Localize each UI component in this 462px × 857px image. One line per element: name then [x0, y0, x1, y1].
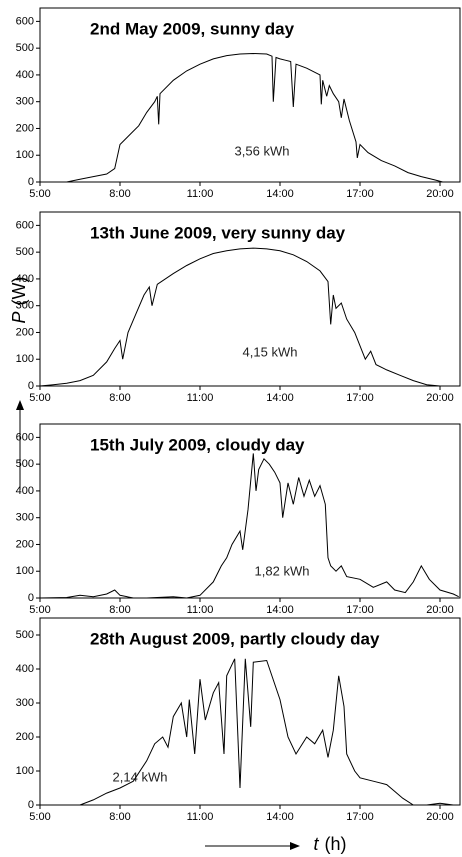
- x-tick-label: 5:00: [29, 392, 50, 404]
- plot-frame: [39, 423, 461, 599]
- y-axis-label: P (W): [9, 277, 29, 324]
- y-tick-label: 0: [28, 592, 34, 604]
- power-line: [79, 658, 454, 806]
- y-arrow-head: [16, 400, 24, 410]
- chart-title: 2nd May 2009, sunny day: [90, 19, 295, 38]
- y-tick-label: 100: [16, 565, 34, 577]
- plot-frame: [39, 211, 461, 387]
- annotation: 2,14 kWh: [113, 769, 168, 784]
- y-tick-label: 400: [16, 273, 34, 285]
- x-tick-label: 5:00: [29, 811, 50, 823]
- power-line: [39, 453, 459, 599]
- x-axis-label: t (h): [313, 834, 346, 854]
- chart-title: 28th August 2009, partly cloudy day: [90, 629, 380, 648]
- y-tick-label: 0: [28, 380, 34, 392]
- y-tick-label: 400: [16, 663, 34, 675]
- x-tick-label: 17:00: [346, 604, 374, 616]
- chart-title: 13th June 2009, very sunny day: [90, 223, 346, 242]
- x-arrow-head: [290, 842, 300, 850]
- y-tick-label: 600: [16, 431, 34, 443]
- annotation: 3,56 kWh: [235, 143, 290, 158]
- y-tick-label: 100: [16, 149, 34, 161]
- x-tick-label: 8:00: [109, 604, 130, 616]
- x-tick-label: 17:00: [346, 188, 374, 200]
- y-tick-label: 300: [16, 96, 34, 108]
- y-tick-label: 400: [16, 485, 34, 497]
- x-tick-label: 20:00: [426, 392, 454, 404]
- y-tick-label: 200: [16, 538, 34, 550]
- y-tick-label: 100: [16, 765, 34, 777]
- plot-frame: [39, 617, 461, 806]
- y-tick-label: 300: [16, 697, 34, 709]
- x-tick-label: 11:00: [187, 811, 214, 823]
- y-tick-label: 600: [16, 219, 34, 231]
- x-label-symbol: t: [313, 834, 319, 854]
- y-tick-label: 300: [16, 512, 34, 524]
- x-tick-label: 8:00: [109, 811, 130, 823]
- power-line: [39, 247, 454, 387]
- x-tick-label: 20:00: [426, 188, 454, 200]
- x-tick-label: 14:00: [266, 604, 294, 616]
- power-line: [66, 52, 443, 183]
- y-tick-label: 600: [16, 15, 34, 27]
- x-tick-label: 8:00: [109, 188, 130, 200]
- x-tick-label: 20:00: [426, 811, 454, 823]
- y-tick-label: 500: [16, 42, 34, 54]
- plot-frame: [39, 7, 461, 183]
- x-tick-label: 5:00: [29, 604, 50, 616]
- y-label-symbol: P: [9, 311, 29, 323]
- x-tick-label: 14:00: [266, 188, 294, 200]
- y-tick-label: 500: [16, 629, 34, 641]
- x-tick-label: 11:00: [187, 392, 214, 404]
- x-tick-label: 11:00: [187, 188, 214, 200]
- annotation: 1,82 kWh: [255, 563, 310, 578]
- y-tick-label: 100: [16, 353, 34, 365]
- y-tick-label: 400: [16, 69, 34, 81]
- y-tick-label: 0: [28, 799, 34, 811]
- x-tick-label: 8:00: [109, 392, 130, 404]
- x-label-unit: (h): [325, 834, 347, 854]
- annotation: 4,15 kWh: [243, 344, 298, 359]
- y-tick-label: 0: [28, 176, 34, 188]
- y-label-unit: (W): [9, 277, 29, 306]
- x-tick-label: 17:00: [346, 392, 374, 404]
- x-tick-label: 14:00: [266, 811, 294, 823]
- y-tick-label: 200: [16, 122, 34, 134]
- x-tick-label: 20:00: [426, 604, 454, 616]
- y-tick-label: 500: [16, 246, 34, 258]
- y-tick-label: 500: [16, 458, 34, 470]
- x-tick-label: 17:00: [346, 811, 374, 823]
- y-tick-label: 200: [16, 731, 34, 743]
- x-tick-label: 11:00: [187, 604, 214, 616]
- chart-title: 15th July 2009, cloudy day: [90, 435, 305, 454]
- y-tick-label: 300: [16, 300, 34, 312]
- x-tick-label: 5:00: [29, 188, 50, 200]
- y-tick-label: 200: [16, 326, 34, 338]
- x-tick-label: 14:00: [266, 392, 294, 404]
